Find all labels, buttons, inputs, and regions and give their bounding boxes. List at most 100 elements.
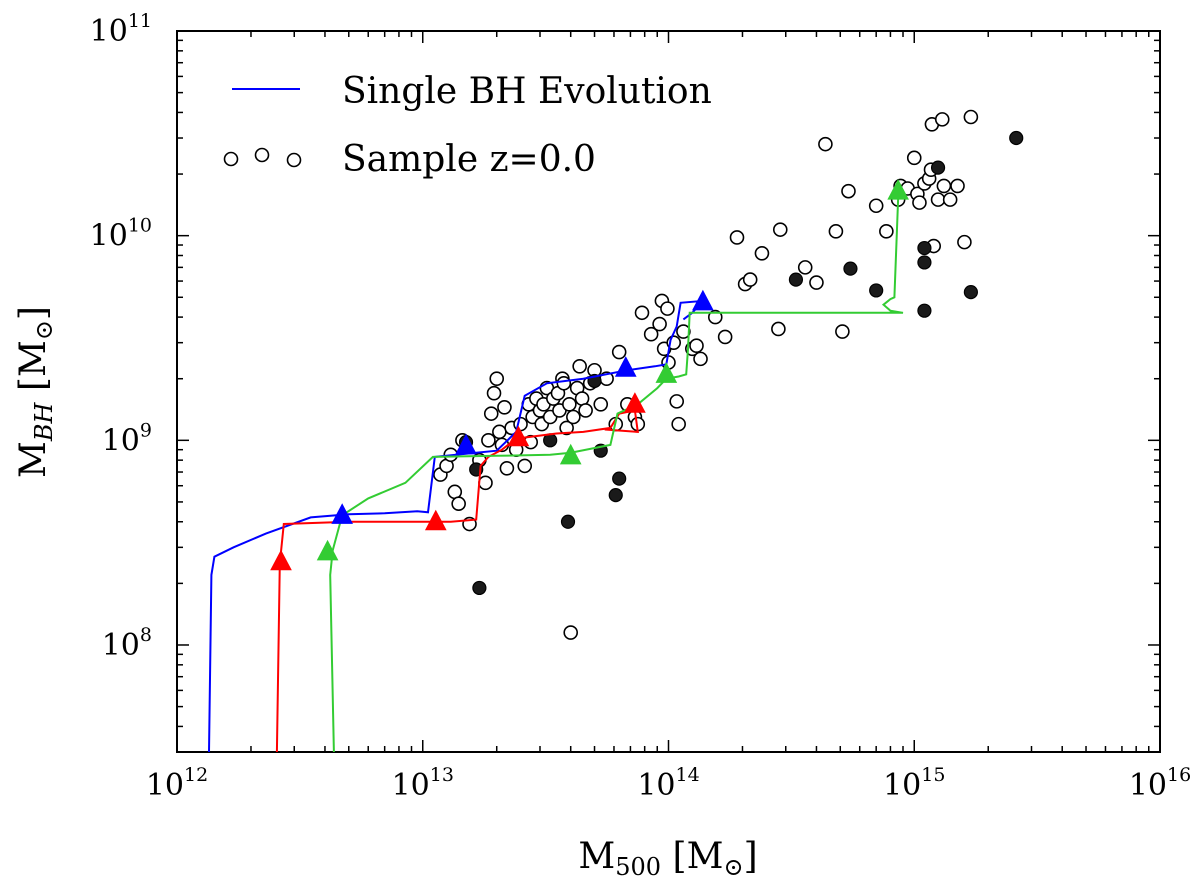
sample-point-open: [643, 326, 659, 342]
x-tick-label: 1012: [146, 764, 208, 803]
x-axis-label: M500 [M⊙]: [578, 836, 757, 881]
x-tick-label: 1014: [637, 764, 699, 803]
legend: Single BH Evolution Sample z=0.0: [223, 71, 712, 180]
snapshot-triangle-marker: [424, 509, 447, 531]
sample-point-open: [574, 391, 590, 406]
sample-point-filled: [869, 283, 884, 298]
x-tick-label: 1013: [392, 764, 454, 803]
x-tick-label: 1016: [1129, 764, 1191, 803]
y-tick-label: 1010: [90, 215, 152, 254]
sample-point-open: [634, 305, 650, 321]
snapshot-triangle-marker: [614, 356, 637, 377]
evolution-track-blue: [208, 299, 706, 752]
sample-point-open: [942, 192, 958, 207]
sample-point-filled: [917, 303, 932, 318]
sample-point-open: [566, 409, 581, 425]
snapshot-triangle-marker: [455, 433, 477, 455]
sample-point-open: [797, 260, 813, 275]
legend-circle-swatch: [254, 147, 270, 163]
sample-point-open: [559, 420, 574, 436]
sample-point-open: [562, 396, 577, 412]
snapshot-triangle-marker: [624, 392, 646, 413]
axis-ticks: [176, 31, 1160, 753]
sample-point-open: [930, 192, 946, 207]
sample-point-open: [841, 183, 856, 199]
legend-label-sample: Sample z=0.0: [342, 139, 596, 180]
sample-point-filled: [472, 580, 487, 596]
sample-point-open: [828, 224, 844, 239]
series-layer: [208, 109, 1024, 752]
sample-point-open: [669, 394, 685, 409]
legend-label-evolution: Single BH Evolution: [342, 71, 712, 112]
sample-point-open: [963, 109, 979, 125]
legend-circle-swatch: [286, 152, 302, 168]
sample-point-open: [676, 324, 691, 339]
sample-point-open: [492, 424, 507, 440]
snapshot-triangle-marker: [331, 503, 353, 524]
y-tick-labels: 108 109 1010 1011: [90, 10, 152, 663]
x-tick-label: 1015: [883, 764, 945, 803]
legend-circle-swatch: [223, 151, 239, 167]
sample-point-filled: [608, 487, 623, 503]
sample-point-open: [517, 458, 533, 474]
sample-point-open: [754, 246, 770, 261]
sample-point-open: [957, 234, 972, 250]
sample-point-open: [481, 433, 496, 448]
sample-point-filled: [917, 255, 932, 270]
x-tick-labels: 1012 1013 1014 1015 1016: [146, 764, 1191, 803]
snapshot-triangle-marker: [316, 539, 339, 561]
sample-point-open: [809, 275, 824, 290]
sample-point-filled: [560, 514, 576, 529]
sample-point-open: [835, 324, 850, 339]
sample-point-open: [556, 375, 572, 391]
sample-point-open: [478, 475, 493, 491]
sample-point-filled: [963, 284, 978, 300]
sample-point-filled: [917, 240, 932, 256]
sample-point-filled: [843, 261, 858, 276]
sample-point-open: [729, 230, 745, 245]
sample-point-open: [611, 344, 627, 360]
sample-point-open: [689, 338, 704, 353]
sample-point-open: [912, 195, 927, 210]
sample-point-open: [707, 309, 723, 325]
sample-point-open: [818, 136, 833, 152]
y-tick-label: 1011: [90, 10, 152, 49]
snapshot-triangle-marker: [270, 549, 292, 571]
snapshot-triangle-marker: [507, 425, 530, 447]
sample-point-open: [563, 625, 579, 640]
sample-point-filled: [1009, 130, 1024, 146]
y-tick-label: 108: [102, 624, 152, 663]
snapshot-triangle-marker: [559, 443, 582, 465]
y-tick-label: 109: [102, 419, 152, 458]
sample-point-open: [742, 272, 758, 287]
sample-point-open: [593, 396, 609, 412]
snapshot-triangle-marker: [887, 179, 909, 200]
sample-point-open: [936, 178, 952, 194]
sample-point-filled: [930, 160, 946, 175]
sample-point-open: [771, 321, 786, 337]
sample-point-open: [652, 316, 667, 332]
sample-point-open: [934, 112, 950, 127]
sample-point-open: [578, 403, 593, 418]
sample-point-open: [483, 406, 499, 421]
sample-point-filled: [612, 471, 627, 486]
snapshot-triangle-marker: [655, 362, 678, 383]
sample-point-open: [499, 460, 515, 476]
sample-point-open: [906, 150, 922, 166]
sample-point-open: [489, 371, 505, 387]
y-axis-label: MBH [M⊙]: [13, 306, 58, 478]
sample-point-open: [950, 178, 965, 194]
sample-point-open: [879, 224, 894, 239]
sample-point-open: [717, 329, 733, 345]
sample-point-filled: [788, 272, 804, 287]
sample-point-open: [671, 416, 686, 432]
sample-point-open: [693, 351, 708, 367]
sample-point-open: [772, 222, 788, 237]
sample-point-open: [660, 301, 675, 316]
snapshot-triangle-marker: [692, 289, 714, 311]
sample-point-open: [572, 358, 587, 374]
sample-point-open: [451, 496, 466, 512]
sample-point-open: [447, 484, 463, 500]
sample-point-open: [486, 385, 502, 401]
